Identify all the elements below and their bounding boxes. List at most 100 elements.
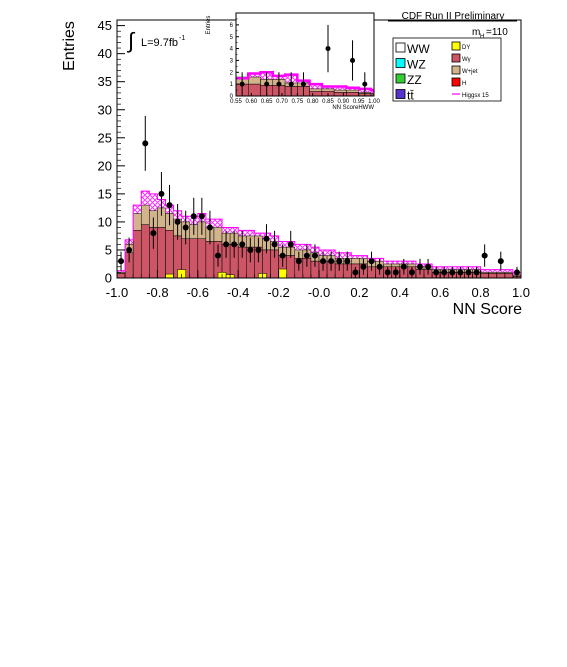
main-data-point [408,269,415,276]
inset-data-point [264,81,270,87]
main-x-tick-label: -0.0 [308,285,330,300]
main-w-jet-bin [383,263,392,268]
inset-x-tick-label: 0.95 [353,99,365,105]
lumi-exponent: -1 [179,35,185,42]
main-higgs-x15-bin [488,269,497,273]
main-w-gamma-bin [286,255,296,279]
main-x-tick-label: 0.8 [472,285,490,300]
main-higgs-x15-bin [246,230,255,236]
inset-data-point [350,57,356,63]
main-data-point [400,263,407,270]
main-y-tick-label: 30 [98,102,112,117]
x-axis-label: NN Score [453,301,522,318]
legend-label: Higgsx 15 [462,93,489,99]
main-data-point [118,258,125,265]
inset-w-jet-bin [346,89,359,93]
mass-label-main: m [472,27,480,38]
inset-x-tick-label: 0.60 [245,99,257,105]
main-y-tick-label: 20 [98,158,112,173]
main-y-tick-label: 35 [98,74,112,89]
main-data-point [263,235,270,242]
main-data-point [182,224,189,231]
inset-y-tick-label: 5 [230,35,234,41]
inset-x-axis-label: NN ScoreHWW [332,105,374,111]
inset-x-tick-label: 0.55 [230,99,242,105]
main-higgs-x15-bin [496,269,505,273]
main-higgs-x15-bin [391,261,400,264]
main-data-point [198,213,205,220]
main-higgs-x15-bin [504,269,513,273]
main-w-jet-bin [391,263,401,268]
main-data-point [279,252,286,259]
main-higgs-x15-bin [294,244,303,250]
main-w-gamma-bin [116,273,126,279]
main-w-jet-bin [351,258,360,265]
main-w-gamma-bin [189,238,199,279]
main-data-point [287,241,294,248]
inset-data-point [276,81,282,87]
main-data-point [360,263,367,270]
main-y-tick-label: 25 [98,130,112,145]
legend-swatch-wz [395,58,406,68]
main-data-point [441,269,448,276]
inset-data-point [288,81,294,87]
mass-label-sub: H [480,34,484,40]
main-w-gamma-bin [480,273,489,279]
main-data-point [239,241,246,248]
main-x-tick-label: -0.8 [146,285,168,300]
main-x-tick-label: -0.2 [267,285,289,300]
main-data-point [352,269,359,276]
main-data-point [328,258,335,265]
main-data-point [465,269,472,276]
main-data-point [150,230,157,237]
main-data-point [449,269,456,276]
main-y-tick-label: 15 [98,186,112,201]
main-x-tick-label: -1.0 [106,285,128,300]
inset-w-jet-bin [248,76,261,85]
legend-label: W+jet [462,69,478,75]
inset-data-point [325,46,331,52]
inset-data-point [362,81,368,87]
main-y-tick-label: 10 [98,214,112,229]
main-data-point [303,252,310,259]
main-w-gamma-bin [165,230,174,279]
main-w-jet-bin [213,227,223,242]
main-w-gamma-bin [488,273,498,279]
legend-swatch-h [451,77,461,87]
main-x-tick-label: -0.4 [227,285,249,300]
legend-swatch-zz [395,73,406,84]
inset-x-tick-label: 0.90 [337,99,349,105]
legend-label: H [462,81,466,87]
main-higgs-x15-bin [213,219,223,228]
main-higgs-x15-bin [383,261,392,264]
main-higgs-x15-bin [278,241,287,248]
main-higgs-x15-bin [149,193,158,211]
inset-y-tick-label: 0 [230,94,234,100]
inset-x-tick-label: 0.65 [261,99,273,105]
inset-w-gamma-bin [346,92,359,97]
main-data-point [457,269,464,276]
inset-w-jet-bin [321,88,335,92]
main-x-tick-label: 1.0 [512,285,530,300]
legend-label: tt̄ [407,89,414,103]
main-data-point [336,258,343,265]
inset-x-tick-label: 1.00 [368,99,380,105]
main-x-tick-label: 0.2 [350,285,368,300]
main-data-point [271,241,278,248]
main-data-point [231,241,238,248]
main-data-point [158,190,165,197]
main-data-point [206,224,213,231]
main-w-gamma-bin [140,224,150,279]
inset-x-tick-label: 0.75 [291,99,303,105]
main-w-jet-bin [132,213,142,231]
inset-x-tick-label: 0.80 [307,99,319,105]
main-data-point [481,252,488,259]
inset-y-tick-label: 3 [230,59,234,65]
main-data-point [473,269,480,276]
legend-label: WW [407,42,430,56]
main-w-gamma-bin [504,273,514,279]
main-y-tick-label: 0 [105,271,112,286]
main-data-point [513,269,520,276]
